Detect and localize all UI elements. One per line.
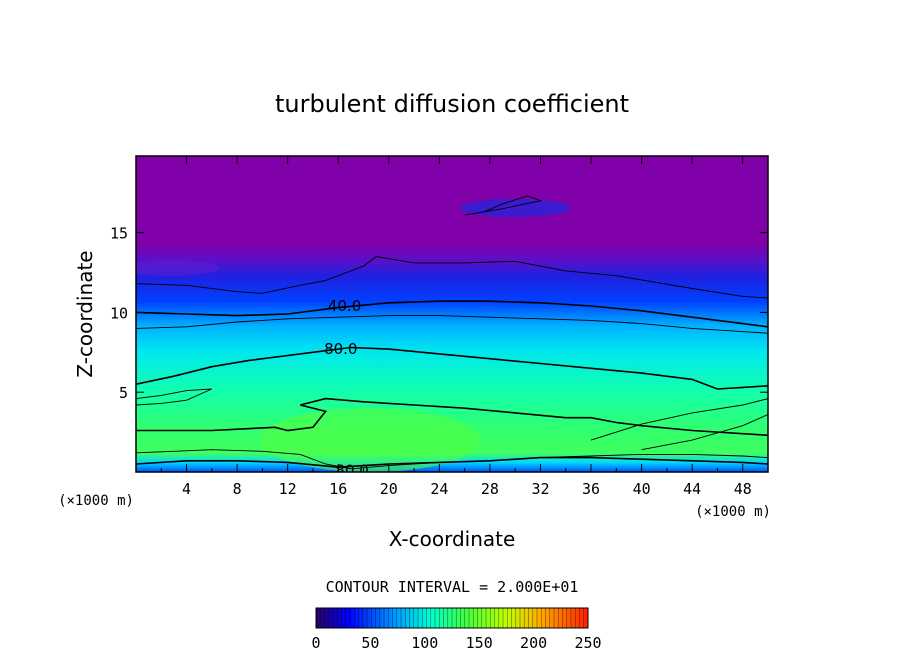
z-unit-label: (×1000 m) (58, 493, 134, 509)
y-tick-label-10: 10 (110, 304, 128, 322)
colorbar-stripes (319, 608, 585, 628)
colorbar-ticks: 0 50 100 150 200 250 (311, 634, 601, 652)
chart-title: turbulent diffusion coefficient (275, 90, 629, 118)
contour-lines (136, 195, 768, 470)
x-tick-label-20: 20 (380, 480, 398, 498)
contour-line-9 (641, 414, 768, 451)
contour-line-10 (464, 195, 543, 216)
x-tick-label-32: 32 (531, 480, 549, 498)
contour-line-8 (590, 398, 768, 441)
x-tick-label-40: 40 (633, 480, 651, 498)
contour-label-0: 40.0 (328, 297, 361, 315)
colorbar-tick-label-50: 50 (361, 634, 379, 652)
field-band-left (136, 260, 220, 276)
x-axis-label: X-coordinate (389, 527, 516, 551)
y-axis-ticks: 5 10 15 (110, 225, 768, 402)
contour-interval-text: CONTOUR INTERVAL = 2.000E+01 (326, 578, 579, 596)
contour-line-0 (136, 256, 768, 299)
contour-label-2: 80.0 (335, 461, 368, 479)
contour-line-3 (136, 346, 768, 390)
x-axis-ticks: 4 8 12 16 20 24 28 32 36 40 44 48 (160, 156, 752, 498)
colorbar-tick-label-100: 100 (411, 634, 438, 652)
contour-line-7 (136, 456, 768, 469)
contour-line-4 (136, 388, 212, 406)
plot-area: 40.0 80.0 80.0 (136, 156, 768, 479)
colorbar-frame (315, 607, 589, 629)
colorbar-tick-label-200: 200 (520, 634, 547, 652)
contour-label-1: 80.0 (324, 340, 357, 358)
colorbar-tick-label-150: 150 (466, 634, 493, 652)
contour-line-2 (136, 315, 768, 334)
colorbar: 0 50 100 150 200 250 (311, 607, 602, 652)
x-tick-label-28: 28 (481, 480, 499, 498)
x-tick-label-4: 4 (182, 480, 191, 498)
x-tick-label-8: 8 (233, 480, 242, 498)
y-tick-label-5: 5 (119, 384, 128, 402)
x-tick-label-12: 12 (279, 480, 297, 498)
y-axis-label: Z-coordinate (73, 250, 97, 377)
field-blob-top (460, 199, 570, 217)
x-unit-label: (×1000 m) (695, 504, 771, 520)
y-tick-label-15: 15 (110, 225, 128, 243)
contour-line-1 (136, 300, 768, 328)
x-tick-label-48: 48 (734, 480, 752, 498)
colorbar-tick-label-0: 0 (311, 634, 320, 652)
x-tick-label-24: 24 (430, 480, 448, 498)
x-tick-label-16: 16 (329, 480, 347, 498)
colorbar-tick-label-250: 250 (574, 634, 601, 652)
x-tick-label-36: 36 (582, 480, 600, 498)
plot-frame (135, 155, 769, 473)
contour-line-5 (136, 397, 768, 437)
contour-labels: 40.0 80.0 80.0 (324, 297, 369, 479)
x-tick-label-44: 44 (683, 480, 701, 498)
